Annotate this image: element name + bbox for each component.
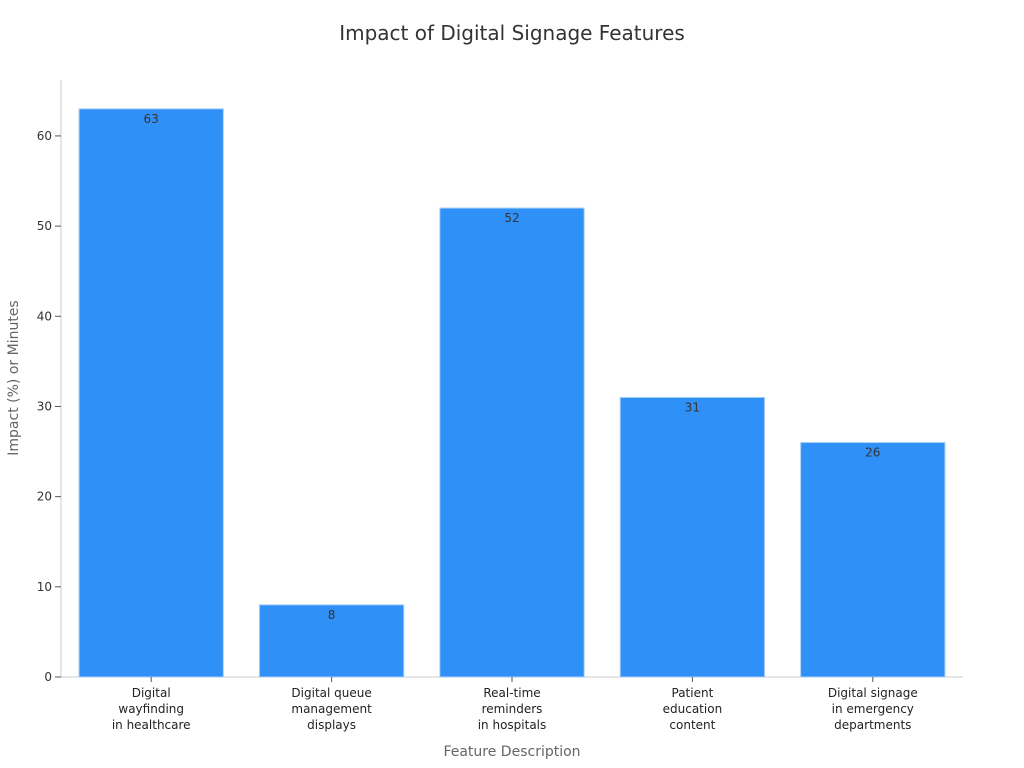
x-tick-label: wayfinding [118, 702, 184, 716]
y-axis-label: Impact (%) or Minutes [6, 300, 22, 455]
x-tick-label: Digital [132, 686, 171, 700]
y-tick-label: 10 [37, 580, 52, 594]
x-tick-label: in hospitals [478, 718, 547, 732]
bars: 63 8 52 31 26 [78, 108, 946, 678]
x-tick-label: reminders [482, 702, 543, 716]
x-tick-label: in healthcare [112, 718, 191, 732]
chart-title: Impact of Digital Signage Features [339, 21, 685, 45]
x-axis-ticks: Digital wayfinding in healthcare Digital qu… [112, 677, 918, 732]
x-tick-label: Digital signage [828, 686, 918, 700]
x-tick-label: content [669, 718, 715, 732]
bar-value-label: 8 [328, 608, 336, 622]
y-tick-label: 0 [44, 670, 52, 684]
x-tick-label: Digital queue [291, 686, 371, 700]
bar-value-label: 52 [504, 211, 519, 225]
x-tick-label: Real-time [483, 686, 540, 700]
bar [439, 207, 585, 678]
x-tick-label: displays [307, 718, 356, 732]
x-tick-label: in emergency [832, 702, 914, 716]
y-tick-label: 60 [37, 129, 52, 143]
bar [619, 396, 766, 678]
x-tick-label: departments [834, 718, 911, 732]
x-axis-label: Feature Description [443, 744, 580, 760]
bar-value-label: 63 [144, 112, 159, 126]
x-tick-label: Patient [672, 686, 714, 700]
bar-value-label: 26 [865, 446, 880, 460]
x-tick-label: education [663, 702, 723, 716]
y-tick-label: 20 [37, 490, 52, 504]
y-tick-label: 30 [37, 399, 52, 413]
y-axis-ticks: 0 10 20 30 40 50 60 [37, 129, 61, 684]
bar [258, 604, 405, 678]
x-tick-label: management [291, 702, 372, 716]
y-tick-label: 50 [37, 219, 52, 233]
bar [78, 108, 224, 678]
y-tick-label: 40 [37, 309, 52, 323]
bar [800, 442, 946, 678]
bar-value-label: 31 [685, 400, 700, 414]
